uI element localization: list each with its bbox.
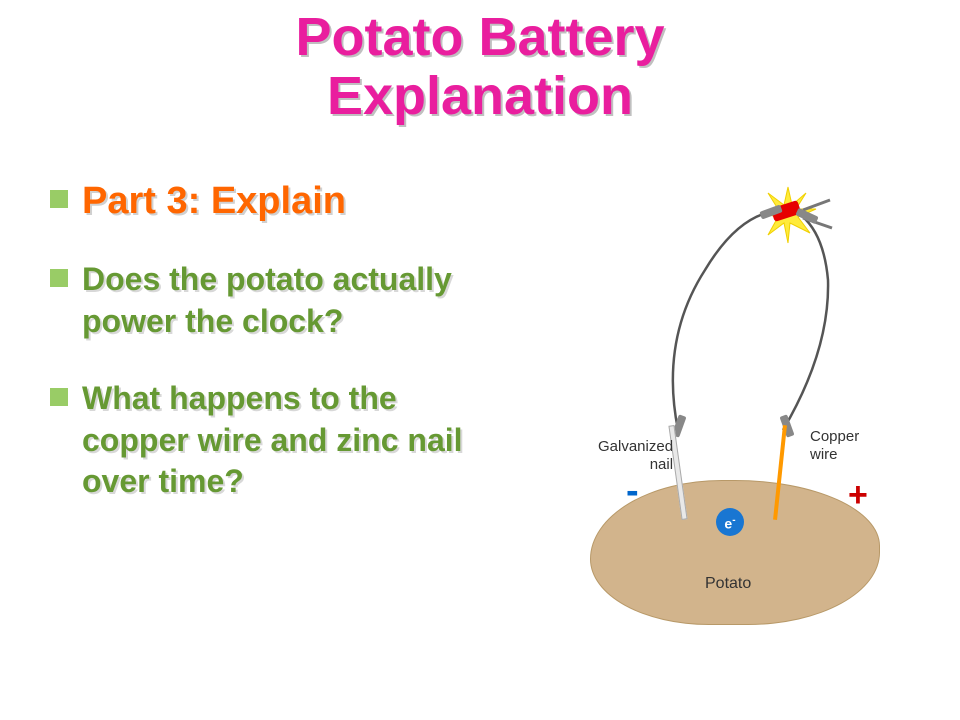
question-2: What happens to the copper wire and zinc… [82,378,510,503]
bullet-q1-row: Does the potato actually power the clock… [50,259,510,342]
potato-battery-diagram: Galvanized nail Copper wire Potato - + e… [520,180,940,660]
bullet-icon [50,388,68,406]
bullet-icon [50,190,68,208]
section-heading: Part 3: Explain [82,180,346,223]
content-area: Part 3: Explain Does the potato actually… [50,180,510,539]
electron-icon: e- [716,508,744,536]
question-1: Does the potato actually power the clock… [82,259,510,342]
bullet-icon [50,269,68,287]
title-line-1: Potato Battery [295,7,664,67]
bullet-heading-row: Part 3: Explain [50,180,510,223]
title-line-2: Explanation [327,66,633,126]
minus-terminal: - [626,470,639,513]
potato-label: Potato [705,575,751,593]
copper-label: Copper wire [810,428,859,464]
nail-label: Galvanized nail [598,438,673,474]
slide-title: Potato Battery Explanation [0,0,960,127]
bullet-q2-row: What happens to the copper wire and zinc… [50,378,510,503]
plus-terminal: + [848,476,868,515]
